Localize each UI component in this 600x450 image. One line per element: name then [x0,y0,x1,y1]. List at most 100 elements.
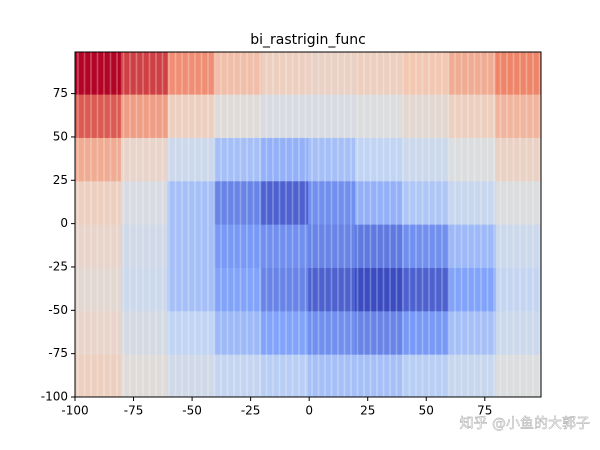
heat-cell [120,222,170,268]
y-tick-label: 0 [60,216,68,230]
heat-cell [308,352,358,397]
heat-cell [401,52,451,95]
x-tick-label: -75 [124,404,144,418]
heat-cell [495,52,541,95]
heat-cell [75,309,123,355]
y-tick-label: 75 [53,86,68,100]
y-tick-label: 25 [53,173,68,187]
heat-cell [308,52,358,95]
heat-cell [261,52,311,95]
heat-cell [120,135,170,182]
heat-cell [261,92,311,138]
heat-cell [120,265,170,312]
heat-cell [261,179,311,225]
heat-cell [401,352,451,397]
heat-cell [495,265,541,312]
heat-cell [75,52,123,95]
heat-cell [167,309,217,355]
heat-cell [495,92,541,138]
x-tick-label: -100 [61,404,88,418]
heat-cell [308,135,358,182]
x-tick-label: 75 [477,404,492,418]
heat-cell [120,179,170,225]
heat-cell [355,352,404,397]
heat-cell [355,135,404,182]
heat-cell [214,352,264,397]
heat-cell [401,179,451,225]
heat-cell [214,52,264,95]
y-tick-label: -25 [48,259,68,273]
heat-cell [75,265,123,312]
heat-cell [261,222,311,268]
y-tick-label: 50 [53,129,68,143]
heat-cell [261,265,311,312]
heat-cell [308,222,358,268]
heat-cell [75,179,123,225]
heat-cell [120,52,170,95]
heat-cell [120,92,170,138]
heat-cell [355,179,404,225]
x-tick-label: -25 [241,404,261,418]
heat-cell [308,309,358,355]
heat-cell [261,352,311,397]
heat-cell [75,135,123,182]
heat-cell [401,265,451,312]
heat-cell [308,92,358,138]
heat-cell [167,92,217,138]
heat-cell [261,309,311,355]
heat-cell [495,222,541,268]
heat-cell [448,52,498,95]
heat-cell [75,352,123,397]
chart-title: bi_rastrigin_func [250,32,366,48]
heat-cell [167,135,217,182]
heat-cell [495,179,541,225]
heat-cell [355,265,404,312]
heat-cell [495,309,541,355]
heat-cell [401,222,451,268]
heat-cell [214,179,264,225]
heat-cell [75,92,123,138]
heat-cell [355,52,404,95]
heat-cell [261,135,311,182]
heat-cell [120,352,170,397]
heat-cell [167,222,217,268]
heat-cell [355,92,404,138]
y-tick-label: -75 [48,346,68,360]
y-tick-label: -100 [41,390,68,404]
heat-cell [120,309,170,355]
watermark: 知乎 @小鱼的大郭子 [460,415,590,432]
heat-cell [214,92,264,138]
heat-cell [448,265,498,312]
heat-cell [401,135,451,182]
heat-cell [167,179,217,225]
heat-cell [214,265,264,312]
y-tick-label: -50 [48,303,68,317]
heat-cell [167,52,217,95]
heat-cell [308,179,358,225]
plot-frame [74,51,542,398]
heat-cell [214,222,264,268]
heat-cell [448,179,498,225]
heat-cell [448,135,498,182]
x-tick-label: 25 [360,404,375,418]
heat-cell [75,222,123,268]
heat-cell [167,352,217,397]
heat-cell [355,222,404,268]
heat-cell [214,309,264,355]
heat-cell [448,222,498,268]
heat-cell [401,309,451,355]
x-tick-label: -50 [182,404,202,418]
heat-cell [308,265,358,312]
heat-cell [495,135,541,182]
heat-cell [495,352,541,397]
heat-cell [448,352,498,397]
heat-cell [214,135,264,182]
heat-cell [167,265,217,312]
heat-cell [355,309,404,355]
heat-cell [401,92,451,138]
x-tick-label: 0 [305,404,313,418]
heatmap [75,52,541,397]
x-tick-label: 50 [419,404,434,418]
heat-cell [448,92,498,138]
